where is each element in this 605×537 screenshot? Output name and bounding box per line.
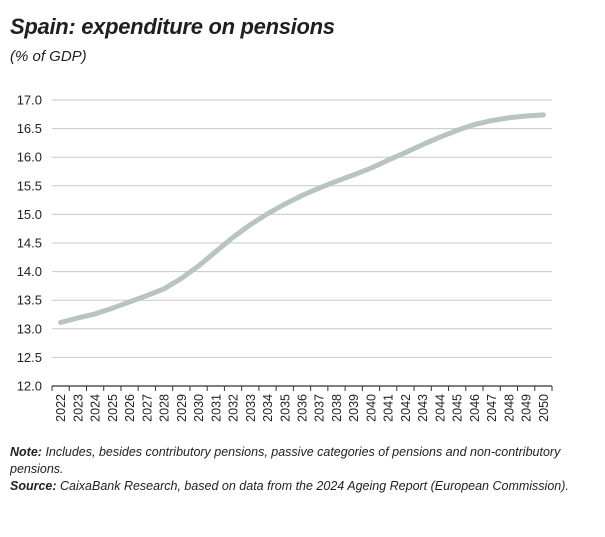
line-chart: 12.0 12.5 13.0 13.5 14.0 14.5 15.0 15.5 16.0 16.5… [17,93,553,422]
chart-title: Spain: expenditure on pensions [10,14,335,39]
y-tick-label: 14.0 [17,264,42,279]
chart-subtitle: (% of GDP) [10,48,87,65]
x-tick-label: 2034 [261,394,275,422]
note-label: Note: [10,445,42,459]
x-tick-label: 2037 [313,394,327,422]
x-tick-label: 2022 [54,394,68,422]
x-tick-label: 2039 [347,394,361,422]
x-tick-label: 2032 [227,394,241,422]
y-tick-label: 13.0 [17,321,42,336]
y-tick-label: 17.0 [17,93,42,108]
x-tick-label: 2045 [451,394,465,422]
x-tick-label: 2046 [468,394,482,422]
x-tick-label: 2035 [278,394,292,422]
x-tick-label: 2048 [502,394,516,422]
x-tick-label: 2038 [330,394,344,422]
x-tick-label: 2025 [106,394,120,422]
y-tick-label: 14.5 [17,236,42,251]
x-tick-label: 2031 [209,394,223,422]
x-tick-label: 2042 [399,394,413,422]
x-tick-label: 2024 [89,394,103,422]
x-tick-label: 2023 [71,394,85,422]
x-tick-label: 2040 [364,394,378,422]
series-line [58,112,546,325]
x-tick-label: 2027 [140,394,154,422]
y-tick-label: 16.5 [17,121,42,136]
x-tick-label: 2028 [158,394,172,422]
x-tick-label: 2047 [485,394,499,422]
x-tick-label: 2050 [537,394,551,422]
x-tick-label: 2033 [244,394,258,422]
note-text: Includes, besides contributory pensions,… [10,445,561,476]
x-tick-label: 2030 [192,394,206,422]
y-tick-label: 12.5 [17,350,42,365]
x-tick-label: 2036 [296,394,310,422]
x-tick-label: 2041 [382,394,396,422]
source-label: Source: [10,478,57,493]
y-tick-label: 13.5 [17,293,42,308]
x-tick-label: 2043 [416,394,430,422]
x-tick-label: 2026 [123,394,137,422]
y-tick-label: 15.0 [17,207,42,222]
source-text: CaixaBank Research, based on data from t… [60,478,569,493]
y-tick-label: 15.5 [17,178,42,193]
y-tick-label: 12.0 [17,379,42,394]
x-tick-label: 2029 [175,394,189,422]
y-tick-label: 16.0 [17,150,42,165]
chart-notes: Note: Includes, besides contributory pen… [10,444,590,495]
x-tick-label: 2049 [520,394,534,422]
x-tick-label: 2044 [433,394,447,422]
